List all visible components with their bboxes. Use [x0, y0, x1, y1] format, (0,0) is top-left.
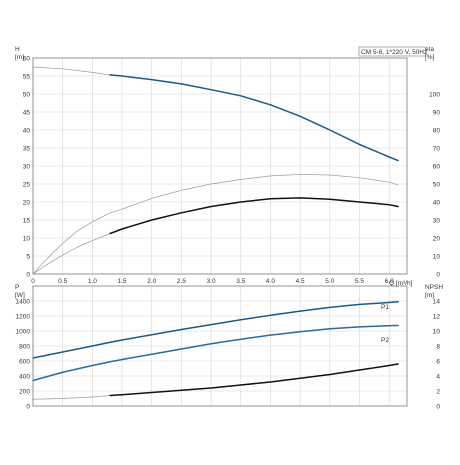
curve-series-1-1	[32, 324, 399, 382]
y-left-tick-label: 0	[26, 403, 30, 410]
y-left-tick-label: 50	[23, 91, 31, 98]
x-tick-label: 3.5	[236, 278, 245, 285]
x-tick-label: 2.0	[147, 278, 156, 285]
lower-curves	[32, 301, 399, 400]
x-tick-label: 3.0	[207, 278, 216, 285]
head-axis-unit: [m]	[15, 54, 24, 61]
x-tick-label: 4.0	[266, 278, 275, 285]
p2-series-label: P2	[381, 337, 389, 344]
y-right-tick-label: 8	[436, 343, 440, 350]
x-tick-label: 5.5	[355, 278, 364, 285]
y-left-tick-label: 10	[23, 235, 31, 242]
y-right-tick-label: 20	[433, 235, 441, 242]
y-left-tick-label: 45	[23, 109, 31, 116]
y-right-tick-label: 0	[436, 271, 440, 278]
y-left-tick-label: 15	[23, 217, 31, 224]
y-left-tick-label: 55	[23, 73, 31, 80]
y-right-tick-label: 14	[433, 298, 441, 305]
power-axis-label: P	[15, 284, 19, 291]
y-right-tick-label: 40	[433, 199, 441, 206]
x-tick-label: 1.0	[88, 278, 97, 285]
npsh-axis-label: NPSH	[425, 284, 443, 291]
npsh-axis-unit: [m]	[425, 292, 434, 299]
chart-title: CM 5-6, 1*220 V, 50Hz	[361, 49, 427, 56]
upper-plot-frame	[32, 57, 408, 275]
y-right-tick-label: 4	[436, 373, 440, 380]
y-left-tick-label: 200	[19, 388, 30, 395]
x-tick-label: 0	[31, 278, 35, 285]
y-left-tick-label: 20	[23, 199, 31, 206]
y-left-tick-label: 1200	[16, 313, 31, 320]
head-axis-label: H	[15, 46, 20, 53]
upper-curves	[32, 66, 399, 275]
y-left-tick-label: 35	[23, 145, 31, 152]
lower-grid	[32, 286, 407, 407]
lower-tick-labels: 0 200 400 600 800 1000 1200 1400 0 2 4 6 8 10 12 14	[16, 298, 441, 410]
eta-axis-label: eta	[425, 46, 434, 53]
y-left-tick-label: 0	[26, 271, 30, 278]
y-right-tick-label: 0	[436, 403, 440, 410]
x-tick-label: 1.5	[118, 278, 127, 285]
y-right-tick-label: 60	[433, 163, 441, 170]
x-tick-label: 4.5	[296, 278, 305, 285]
x-tick-label: 2.5	[177, 278, 186, 285]
y-left-tick-label: 800	[19, 343, 30, 350]
curve-series-0-1	[109, 74, 399, 162]
y-right-tick-label: 70	[433, 145, 441, 152]
lower-plot-frame	[32, 285, 408, 407]
y-left-tick-label: 60	[23, 55, 31, 62]
curve-series-1-2	[32, 395, 111, 400]
flow-axis-label: Q [m³/h]	[389, 280, 413, 287]
x-tick-label: 6.0	[385, 278, 394, 285]
y-right-tick-label: 6	[436, 358, 440, 365]
x-tick-label: 5.0	[325, 278, 334, 285]
y-right-tick-label: 2	[436, 388, 440, 395]
curve-series-0-2	[32, 174, 399, 275]
y-right-tick-label: 12	[433, 313, 441, 320]
curve-series-0-4	[109, 197, 399, 235]
y-right-tick-label: 90	[433, 109, 441, 116]
y-left-tick-label: 600	[19, 358, 30, 365]
y-right-tick-label: 50	[433, 181, 441, 188]
x-tick-label: 0.5	[58, 278, 67, 285]
y-right-tick-label: 30	[433, 217, 441, 224]
y-left-tick-label: 25	[23, 181, 31, 188]
y-left-tick-label: 400	[19, 373, 30, 380]
power-axis-unit: [W]	[15, 292, 25, 299]
y-right-tick-label: 80	[433, 127, 441, 134]
y-right-tick-label: 100	[429, 91, 440, 98]
curve-series-1-0	[32, 301, 399, 359]
y-left-tick-label: 5	[26, 253, 30, 260]
y-left-tick-label: 30	[23, 163, 31, 170]
p1-series-label: P1	[381, 304, 389, 311]
y-right-tick-label: 10	[433, 328, 441, 335]
eta-axis-unit: [%]	[425, 54, 435, 61]
y-right-tick-label: 10	[433, 253, 441, 260]
curve-series-1-3	[109, 363, 399, 397]
y-left-tick-label: 40	[23, 127, 31, 134]
y-left-tick-label: 1000	[16, 328, 31, 335]
title-box	[358, 46, 427, 57]
curve-series-0-0	[32, 66, 111, 76]
y-left-tick-label: 1400	[16, 298, 31, 305]
curve-series-0-3	[32, 233, 111, 275]
upper-tick-labels: 0 0.5 1.0 1.5 2.0 2.5 3.0 3.5 4.0 4.5 5.0 5.5 6.0 0 5 1…	[23, 55, 441, 285]
